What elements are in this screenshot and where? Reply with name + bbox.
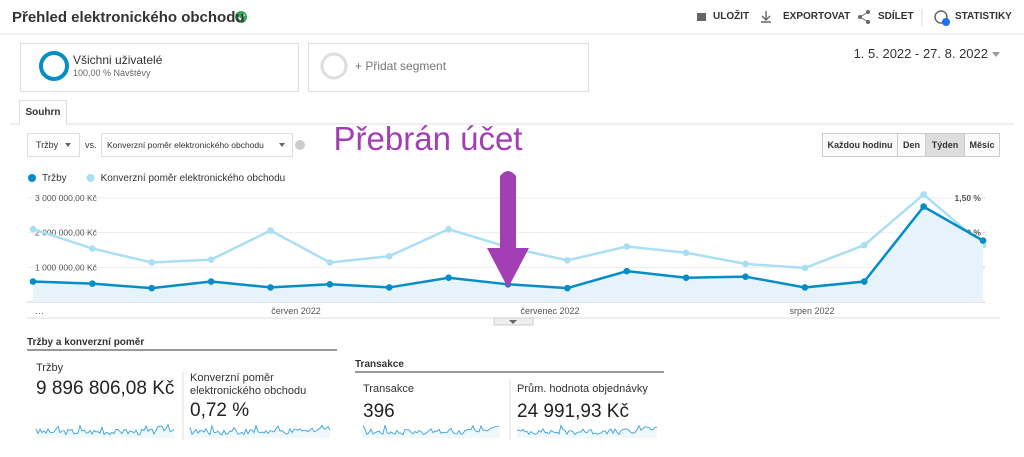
x-axis-label: srpen 2022 <box>789 306 834 316</box>
card-value: 396 <box>363 401 395 422</box>
segment-detail: 100,00 % Návštěvy <box>73 68 151 78</box>
x-axis-label: červen 2022 <box>271 306 321 316</box>
segment-ring <box>39 51 69 81</box>
y-tick-label: 2 000 000,00 Kč <box>35 228 98 238</box>
section-title: Transakce <box>355 359 404 370</box>
save-icon <box>697 13 706 21</box>
collapse-arrow <box>509 320 517 324</box>
point <box>742 260 749 268</box>
insights-icon <box>934 10 948 24</box>
point <box>564 284 571 292</box>
y2-tick-label: 1,50 % <box>955 193 982 203</box>
point <box>29 278 37 285</box>
point <box>860 241 868 249</box>
x-axis-label: červenec 2022 <box>520 306 579 316</box>
verified-check <box>237 14 246 21</box>
insights-button[interactable]: STATISTIKY <box>955 11 1012 22</box>
legend-dot <box>86 174 95 182</box>
card-label: Transakce <box>363 383 414 395</box>
segment-name: Všichni uživatelé <box>73 53 163 67</box>
sparkline-area <box>190 425 330 438</box>
granularity-button[interactable]: Den <box>897 133 926 157</box>
y-tick-label: 1 000 000,00 Kč <box>35 262 98 272</box>
segment-ring-empty <box>320 52 348 80</box>
page-title: Přehled elektronického obchodu <box>12 9 245 26</box>
dropdown-arrow <box>279 143 285 147</box>
point <box>920 203 927 210</box>
point <box>326 259 334 266</box>
card-value: 24 991,93 Kč <box>517 401 629 422</box>
sparkline <box>362 424 500 436</box>
share-icon <box>858 10 870 24</box>
point <box>445 225 452 233</box>
point <box>207 278 215 285</box>
export-icon <box>761 11 771 23</box>
point <box>89 280 96 287</box>
insights-badge <box>942 18 950 26</box>
point <box>207 256 215 263</box>
dropdown-arrow <box>65 143 71 147</box>
annotation-arrow <box>487 171 529 288</box>
point <box>564 257 571 264</box>
sparkline-area <box>363 425 500 438</box>
x-axis-label: … <box>35 306 44 316</box>
section-title: Tržby a konverzní poměr <box>27 337 145 348</box>
y-tick-label: 3 000 000,00 Kč <box>35 193 98 203</box>
granularity-button[interactable]: Měsíc <box>964 133 1000 157</box>
legend-label: Tržby <box>42 173 67 184</box>
card-label: Konverzní poměr elektronického obchodu <box>190 372 307 397</box>
point <box>920 191 927 198</box>
sparkline-area <box>517 425 657 438</box>
point <box>89 245 96 252</box>
point <box>682 274 690 282</box>
point <box>801 284 809 291</box>
card-label: Prům. hodnota objednávky <box>517 383 648 395</box>
granularity-button[interactable]: Týden <box>925 133 965 157</box>
sparkline-area <box>36 424 175 438</box>
point <box>148 259 156 266</box>
point <box>445 274 452 282</box>
point <box>860 278 868 285</box>
point <box>385 284 393 291</box>
point <box>326 281 334 288</box>
point <box>623 267 631 275</box>
legend-dot <box>28 174 36 182</box>
point <box>682 249 690 257</box>
export-button[interactable]: EXPORTOVAT <box>783 11 851 22</box>
clear-icon[interactable] <box>295 140 305 150</box>
point <box>29 225 37 233</box>
point <box>979 237 987 244</box>
legend-label: Konverzní poměr elektronického obchodu <box>101 173 286 184</box>
annotation-text: Přebrán účet <box>334 120 523 157</box>
date-range[interactable]: 1. 5. 2022 - 27. 8. 2022 <box>853 46 988 61</box>
card-value: 0,72 % <box>190 400 250 421</box>
point <box>267 227 274 234</box>
point <box>742 273 749 280</box>
point <box>148 284 156 292</box>
point <box>385 252 393 260</box>
share-button[interactable]: SDÍLET <box>878 11 914 22</box>
point <box>267 284 274 291</box>
point <box>801 264 809 272</box>
point <box>623 243 631 250</box>
verified-icon <box>235 11 247 23</box>
add-segment[interactable]: + Přidat segment <box>355 59 447 73</box>
card-label: Tržby <box>36 362 64 374</box>
date-arrow <box>992 52 1000 57</box>
tab[interactable]: Souhrn <box>19 100 67 125</box>
save-button[interactable]: ULOŽIT <box>713 11 750 22</box>
vs-label: vs. <box>85 140 97 150</box>
card-value: 9 896 806,08 Kč <box>36 378 175 399</box>
granularity-button[interactable]: Každou hodinu <box>822 133 898 157</box>
